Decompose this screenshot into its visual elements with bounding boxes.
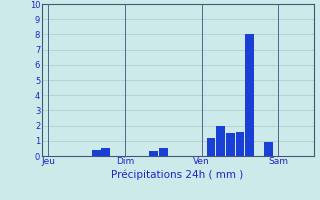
Bar <box>207 138 215 156</box>
Bar <box>159 148 168 156</box>
Bar <box>226 133 235 156</box>
X-axis label: Précipitations 24h ( mm ): Précipitations 24h ( mm ) <box>111 169 244 180</box>
Bar <box>92 150 100 156</box>
Bar <box>245 34 254 156</box>
Bar <box>264 142 273 156</box>
Bar <box>236 132 244 156</box>
Bar <box>149 151 158 156</box>
Bar <box>101 148 110 156</box>
Bar <box>216 126 225 156</box>
